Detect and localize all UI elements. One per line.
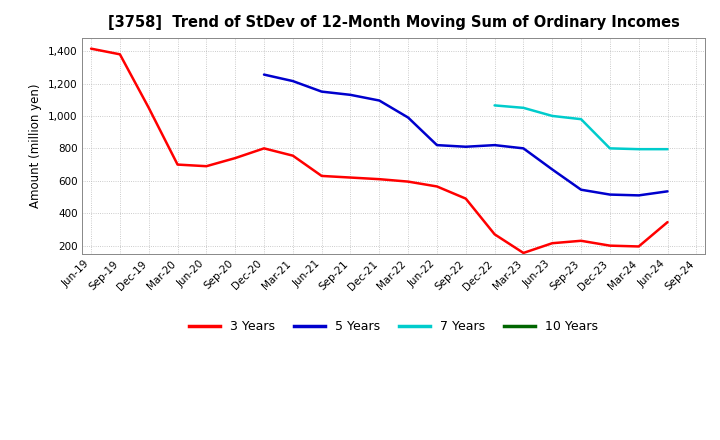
Legend: 3 Years, 5 Years, 7 Years, 10 Years: 3 Years, 5 Years, 7 Years, 10 Years bbox=[184, 315, 603, 338]
Title: [3758]  Trend of StDev of 12-Month Moving Sum of Ordinary Incomes: [3758] Trend of StDev of 12-Month Moving… bbox=[108, 15, 680, 30]
Y-axis label: Amount (million yen): Amount (million yen) bbox=[30, 84, 42, 208]
